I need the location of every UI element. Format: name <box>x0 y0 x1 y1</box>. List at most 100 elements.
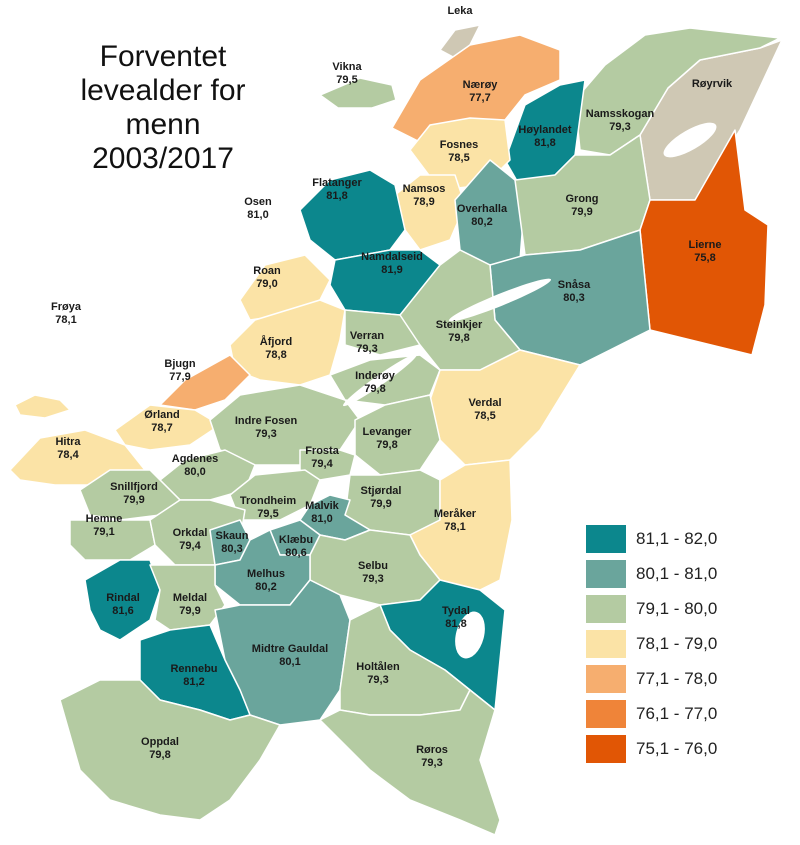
label-value: 79,9 <box>370 498 391 510</box>
legend-label: 75,1 - 76,0 <box>636 739 718 758</box>
label-levanger: Levanger 79,8 <box>363 426 413 451</box>
label-name: Agdenes <box>172 453 218 465</box>
region-vikna <box>319 77 397 109</box>
label-name: Rennebu <box>170 663 217 675</box>
region-orland <box>114 404 221 451</box>
label-value: 79,8 <box>448 332 469 344</box>
label-value: 79,1 <box>93 526 114 538</box>
label-value: 79,9 <box>123 494 144 506</box>
region-roros <box>319 689 501 836</box>
label-rindal: Rindal 81,6 <box>106 592 140 617</box>
label-name: Røyrvik <box>692 78 733 90</box>
label-value: 80,2 <box>255 581 276 593</box>
legend-swatch <box>586 560 626 588</box>
label-name: Ørland <box>144 409 179 421</box>
label-roros: Røros 79,3 <box>416 744 448 769</box>
label-value: 79,3 <box>362 573 383 585</box>
legend-item: 79,1 - 80,0 <box>586 594 717 624</box>
label-osen: Osen 81,0 <box>244 196 272 221</box>
legend: 81,1 - 82,0 80,1 - 81,0 79,1 - 80,0 78,1… <box>586 524 717 769</box>
label-value: 79,4 <box>311 458 333 470</box>
label-value: 79,8 <box>149 749 170 761</box>
label-orland: Ørland 78,7 <box>144 409 179 434</box>
legend-item: 80,1 - 81,0 <box>586 559 717 589</box>
label-oppdal: Oppdal 79,8 <box>141 736 179 761</box>
label-value: 78,5 <box>448 152 469 164</box>
label-name: Flatanger <box>312 177 362 189</box>
label-value: 79,8 <box>376 439 397 451</box>
legend-item: 76,1 - 77,0 <box>586 699 717 729</box>
label-name: Hitra <box>55 436 81 448</box>
label-name: Snåsa <box>558 279 591 291</box>
label-value: 80,0 <box>184 466 205 478</box>
label-name: Malvik <box>305 500 340 512</box>
label-name: Rindal <box>106 592 140 604</box>
label-value: 79,3 <box>356 343 377 355</box>
lake-trondheimsfjord <box>343 353 417 407</box>
label-name: Stjørdal <box>361 485 402 497</box>
label-name: Grong <box>566 193 599 205</box>
label-hemne: Hemne 79,1 <box>86 513 123 538</box>
label-name: Steinkjer <box>436 319 483 331</box>
label-value: 79,9 <box>571 206 592 218</box>
region-hemne <box>69 519 156 561</box>
map-title: Forventet levealder for menn 2003/2017 <box>80 40 246 175</box>
label-indre_fosen: Indre Fosen 79,3 <box>235 415 298 440</box>
label-steinkjer: Steinkjer 79,8 <box>436 319 483 344</box>
label-name: Holtålen <box>356 661 400 673</box>
label-value: 80,3 <box>221 543 242 555</box>
label-roan: Roan 79,0 <box>253 265 281 290</box>
label-name: Røros <box>416 744 448 756</box>
label-value: 78,4 <box>57 449 79 461</box>
label-name: Meråker <box>434 508 477 520</box>
label-name: Fosnes <box>440 139 479 151</box>
label-name: Åfjord <box>260 335 292 348</box>
legend-swatch <box>586 630 626 658</box>
label-name: Namdalseid <box>361 251 423 263</box>
label-name: Namsskogan <box>586 108 655 120</box>
label-value: 81,8 <box>534 137 555 149</box>
lake-tydal <box>455 611 485 659</box>
legend-item: 78,1 - 79,0 <box>586 629 717 659</box>
region-froya <box>14 394 71 419</box>
label-name: Trondheim <box>240 495 296 507</box>
label-stjordal: Stjørdal 79,9 <box>361 485 402 510</box>
region-shapes <box>9 24 783 836</box>
label-fosnes: Fosnes 78,5 <box>440 139 479 164</box>
legend-label: 79,1 - 80,0 <box>636 599 718 618</box>
label-name: Inderøy <box>355 370 396 382</box>
legend-swatch <box>586 700 626 728</box>
label-holtalen: Holtålen 79,3 <box>356 661 400 686</box>
label-value: 79,9 <box>179 605 200 617</box>
label-namdalseid: Namdalseid 81,9 <box>361 251 423 276</box>
label-trondheim: Trondheim 79,5 <box>240 495 296 520</box>
label-name: Verran <box>350 330 385 342</box>
label-name: Frosta <box>305 445 340 457</box>
label-value: 78,8 <box>265 349 286 361</box>
label-name: Melhus <box>247 568 285 580</box>
label-value: 78,1 <box>444 521 465 533</box>
label-skaun: Skaun 80,3 <box>215 530 248 555</box>
label-name: Selbu <box>358 560 388 572</box>
label-value: 80,2 <box>471 216 492 228</box>
label-klaebu: Klæbu 80,6 <box>279 534 313 559</box>
label-value: 79,4 <box>179 540 201 552</box>
legend-label: 76,1 - 77,0 <box>636 704 718 723</box>
label-value: 78,5 <box>474 410 495 422</box>
label-name: Tydal <box>442 605 470 617</box>
lakes <box>343 122 717 659</box>
label-melhus: Melhus 80,2 <box>247 568 285 593</box>
label-name: Midtre Gauldal <box>252 643 328 655</box>
label-lierne: Lierne 75,8 <box>688 239 721 264</box>
region-melhus <box>214 529 311 606</box>
label-value: 78,7 <box>151 422 172 434</box>
label-hitra: Hitra 78,4 <box>55 436 81 461</box>
label-name: Indre Fosen <box>235 415 298 427</box>
label-hoylandet: Høylandet 81,8 <box>518 124 572 149</box>
label-agdenes: Agdenes 80,0 <box>172 453 218 478</box>
label-value: 79,3 <box>609 121 630 133</box>
legend-label: 77,1 - 78,0 <box>636 669 718 688</box>
label-value: 79,5 <box>257 508 278 520</box>
label-name: Høylandet <box>518 124 572 136</box>
